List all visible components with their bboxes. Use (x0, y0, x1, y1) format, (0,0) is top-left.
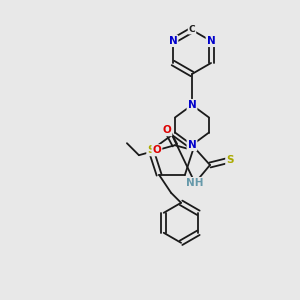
Text: N: N (169, 36, 177, 46)
Text: N: N (188, 100, 196, 110)
Text: N: N (207, 36, 215, 46)
Text: O: O (152, 145, 161, 155)
Text: N: N (188, 140, 196, 150)
Text: NH: NH (186, 178, 204, 188)
Text: S: S (147, 145, 155, 155)
Text: S: S (226, 155, 234, 165)
Text: O: O (163, 125, 171, 135)
Text: C: C (189, 25, 195, 34)
